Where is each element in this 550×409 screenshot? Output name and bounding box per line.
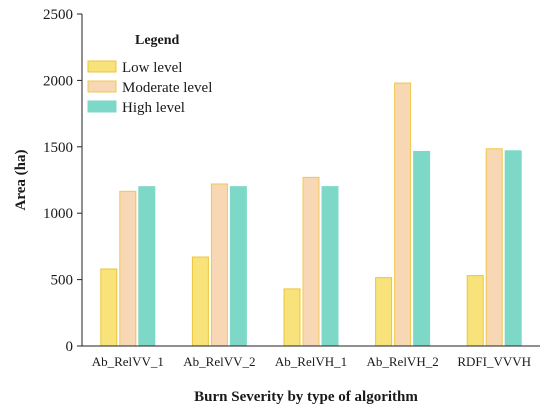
bar-moderate-level (210, 183, 228, 347)
x-tick-label: Ab_RelVV_2 (183, 354, 255, 369)
legend-swatch (87, 80, 117, 93)
bar-high-level (413, 150, 431, 347)
y-tick-label: 500 (51, 273, 74, 289)
bar-moderate-level (119, 190, 137, 347)
x-tick-label: Ab_RelVV_1 (92, 354, 164, 369)
bar-high-level (229, 186, 247, 347)
bar-low-level (100, 268, 118, 347)
y-tick-label: 1500 (43, 140, 73, 156)
legend-label: Low level (122, 60, 182, 76)
y-tick-label: 2500 (43, 7, 73, 23)
x-tick-label: Ab_RelVH_2 (366, 354, 438, 369)
bar-low-level (191, 256, 209, 347)
legend: Legend Low level Moderate level High level (87, 33, 212, 116)
legend-swatch (87, 60, 117, 73)
bar-high-level (321, 186, 339, 347)
legend-swatch (87, 100, 117, 113)
bars-layer (100, 82, 522, 347)
bar-moderate-level (302, 176, 320, 347)
axes-layer: 0 500 1000 1500 2000 2500 Ab_RelVV_1 Ab_RelVV_2… (43, 7, 540, 369)
bar-moderate-level (394, 82, 412, 347)
legend-title: Legend (135, 33, 180, 48)
bar-moderate-level (485, 148, 503, 347)
x-tick-label: Ab_RelVH_1 (275, 354, 347, 369)
y-tick-label: 1000 (43, 206, 73, 222)
x-tick-label: RDFI_VVVH (457, 354, 531, 369)
bar-low-level (375, 277, 393, 347)
bar-low-level (283, 288, 301, 347)
legend-label: Moderate level (122, 80, 212, 96)
y-axis-title: Area (ha) (13, 150, 29, 211)
bar-high-level (138, 186, 156, 347)
bar-high-level (504, 150, 522, 347)
bar-low-level (466, 275, 484, 347)
y-tick-label: 0 (66, 339, 74, 355)
legend-label: High level (122, 100, 185, 116)
x-axis-title: Burn Severity by type of algorithm (194, 389, 418, 405)
y-tick-label: 2000 (43, 73, 73, 89)
